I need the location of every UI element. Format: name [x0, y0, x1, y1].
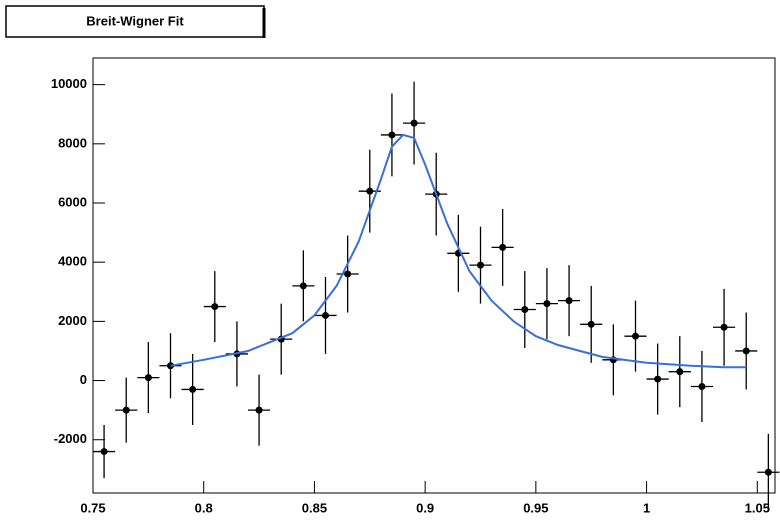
y-tick-label: -2000 [54, 431, 87, 446]
data-point [565, 297, 573, 305]
data-point [322, 311, 329, 319]
x-tick-label: 0.85 [302, 500, 327, 515]
data-point [144, 374, 152, 382]
data-point [632, 332, 639, 340]
data-point [255, 406, 263, 414]
y-tick-label: 8000 [58, 135, 87, 150]
data-point [587, 320, 595, 328]
title-box [5, 5, 265, 38]
data-point [344, 270, 352, 278]
data-point [698, 382, 706, 390]
data-point [521, 306, 529, 314]
data-point [388, 131, 396, 139]
x-tick-label: 0.8 [195, 500, 213, 515]
data-point [764, 468, 772, 476]
data-point [410, 119, 418, 127]
y-tick-label: 2000 [58, 313, 87, 328]
x-tick-label: 0.9 [416, 500, 434, 515]
data-point [742, 347, 750, 355]
x-tick-label: 1.05 [745, 500, 770, 515]
y-tick-label: 10000 [51, 76, 87, 91]
data-point [676, 368, 684, 376]
y-tick-label: 4000 [58, 254, 87, 269]
data-point [122, 406, 130, 414]
data-point [543, 300, 551, 308]
data-point [499, 243, 507, 251]
data-point [477, 261, 484, 269]
y-tick-label: 0 [80, 372, 87, 387]
x-tick-label: 0.95 [523, 500, 548, 515]
data-point [720, 323, 728, 331]
x-tick-label: 1 [643, 500, 650, 515]
plot-frame [92, 57, 776, 494]
chart-title: Breit-Wigner Fit [86, 13, 184, 28]
data-point [189, 385, 197, 393]
data-point [654, 375, 662, 383]
data-point [100, 448, 108, 456]
data-point [366, 187, 374, 195]
fit-curve [170, 133, 747, 369]
data-point [211, 303, 219, 311]
x-tick-label: 0.75 [80, 500, 105, 515]
y-tick-label: 6000 [58, 194, 87, 209]
data-point [299, 282, 307, 290]
